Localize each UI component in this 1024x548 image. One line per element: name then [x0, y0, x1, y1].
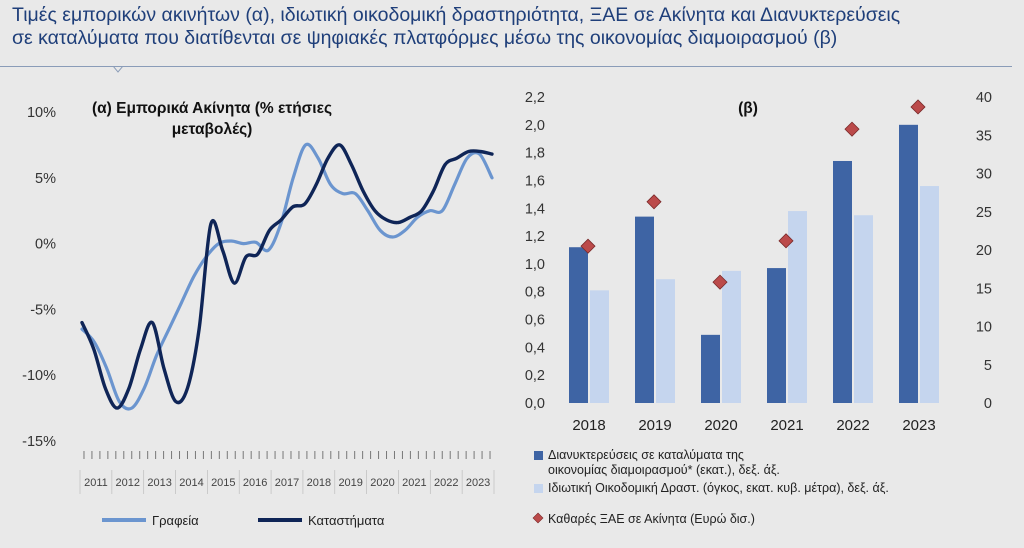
y-left-tick-label: 1,8: [525, 146, 545, 162]
fdi-marker: [580, 238, 596, 254]
legend-retail-label: Καταστήματα: [308, 513, 385, 528]
bar-construction: [590, 290, 609, 403]
bar-construction: [656, 279, 675, 403]
y-right-tick-label: 20: [976, 243, 992, 259]
x-tick-label: 2011: [84, 477, 108, 489]
y-tick-label: -5%: [30, 302, 56, 318]
y-left-tick-label: 0,0: [525, 396, 545, 412]
title-line-1: Τιμές εμπορικών ακινήτων (α), ιδιωτική ο…: [12, 4, 901, 26]
y-right-tick-label: 0: [984, 396, 992, 412]
bar-overnights: [899, 124, 918, 404]
panel-a-title-line2: μεταβολές): [172, 121, 253, 138]
legend-overnights-label-line2: οικονομίας διαμοιρασμού* (εκατ.), δεξ. ά…: [548, 463, 780, 477]
x-tick-label: 2013: [147, 477, 171, 489]
x-tick-label: 2012: [116, 477, 140, 489]
fdi-marker: [844, 121, 860, 137]
x-tick-label: 2023: [902, 417, 935, 434]
x-tick-label: 2020: [370, 477, 394, 489]
x-tick-label: 2022: [836, 417, 869, 434]
panel-a-title-line1: (α) Εμπορικά Ακίνητα (% ετήσιες: [92, 100, 332, 117]
y-tick-label: 0%: [35, 237, 56, 253]
title-divider-notch: [113, 66, 123, 73]
figure-title: Τιμές εμπορικών ακινήτων (α), ιδιωτική ο…: [12, 4, 1012, 50]
x-tick-label: 2022: [434, 477, 458, 489]
legend-fdi-label: Καθαρές ΞΑΕ σε Ακίνητα (Ευρώ δισ.): [548, 512, 755, 526]
bar-construction: [788, 211, 807, 403]
x-tick-label: 2018: [572, 417, 605, 434]
x-tick-label: 2018: [307, 477, 331, 489]
y-left-tick-label: 0,8: [525, 285, 545, 301]
bar-overnights: [833, 160, 852, 403]
title-line-2: σε καταλύματα που διατίθενται σε ψηφιακέ…: [12, 27, 838, 49]
y-right-tick-label: 40: [976, 90, 992, 106]
x-tick-label: 2021: [402, 477, 426, 489]
fdi-marker: [646, 194, 662, 210]
x-tick-label: 2019: [338, 477, 362, 489]
y-left-tick-label: 1,6: [525, 173, 545, 189]
y-right-tick-label: 10: [976, 320, 992, 336]
bar-construction: [722, 270, 741, 403]
y-left-tick-label: 2,0: [525, 118, 545, 134]
y-tick-label: 10%: [27, 105, 56, 121]
offices-line: [80, 142, 494, 411]
fdi-marker: [712, 274, 728, 290]
y-right-tick-label: 30: [976, 167, 992, 183]
y-right-tick-label: 35: [976, 128, 992, 144]
y-left-tick-label: 0,2: [525, 368, 545, 384]
panel-b-title: (β): [738, 100, 758, 117]
panel-a: (α) Εμπορικά Ακίνητα (% ετήσιες μεταβολέ…: [22, 100, 495, 528]
y-left-tick-label: 1,2: [525, 229, 545, 245]
fdi-marker: [778, 233, 794, 249]
y-tick-label: 5%: [35, 171, 56, 187]
y-left-tick-label: 0,4: [525, 340, 545, 356]
bar-overnights: [635, 216, 654, 403]
x-tick-label: 2014: [179, 477, 203, 489]
y-left-tick-label: 1,0: [525, 257, 545, 273]
legend-construction-swatch: [534, 484, 543, 493]
legend-overnights-label-line1: Διανυκτερεύσεις σε καταλύματα της: [548, 448, 744, 462]
bar-overnights: [569, 247, 588, 403]
retail-line: [80, 143, 494, 410]
y-right-tick-label: 5: [984, 358, 992, 374]
x-tick-label: 2021: [770, 417, 803, 434]
bar-overnights: [767, 268, 786, 403]
x-tick-label: 2017: [275, 477, 299, 489]
y-right-tick-label: 25: [976, 205, 992, 221]
bar-construction: [920, 186, 939, 403]
y-tick-label: -15%: [22, 434, 56, 450]
fdi-marker: [910, 99, 926, 115]
x-tick-label: 2020: [704, 417, 737, 434]
legend-overnights-swatch: [534, 451, 543, 460]
bar-construction: [854, 215, 873, 403]
bar-overnights: [701, 334, 720, 403]
title-divider: [0, 66, 1012, 67]
legend-fdi-swatch: [532, 512, 544, 524]
x-tick-label: 2019: [638, 417, 671, 434]
panel-b: (β) 2,2 2,0 1,8 1,6 1,4 1,2 1,0 0,8 0,6 0,4 0,2 0,0…: [525, 90, 992, 526]
x-tick-label: 2016: [243, 477, 267, 489]
y-right-tick-label: 15: [976, 281, 992, 297]
legend-offices-label: Γραφεία: [152, 513, 199, 528]
y-left-tick-label: 1,4: [525, 201, 545, 217]
x-tick-label: 2023: [466, 477, 490, 489]
legend-construction-label: Ιδιωτική Οικοδομική Δραστ. (όγκος, εκατ.…: [548, 481, 889, 495]
x-tick-label: 2015: [211, 477, 235, 489]
y-left-tick-label: 0,6: [525, 313, 545, 329]
y-tick-label: -10%: [22, 368, 56, 384]
y-left-tick-label: 2,2: [525, 90, 545, 106]
